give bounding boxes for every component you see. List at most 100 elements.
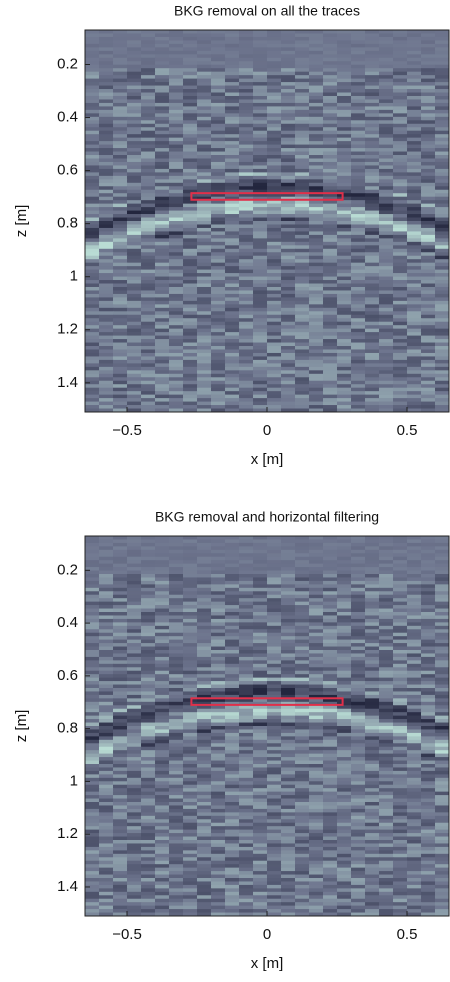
texture-cell xyxy=(239,169,254,173)
texture-cell xyxy=(239,183,254,187)
texture-cell xyxy=(337,204,352,208)
texture-cell xyxy=(309,571,324,575)
texture-cell xyxy=(155,695,170,699)
texture-cell xyxy=(435,577,450,581)
texture-cell xyxy=(435,788,450,792)
texture-cell xyxy=(85,301,100,305)
texture-cell xyxy=(183,162,198,166)
texture-cell xyxy=(309,733,324,737)
texture-cell xyxy=(435,702,450,706)
texture-cell xyxy=(407,622,422,626)
texture-cell xyxy=(225,688,240,692)
texture-cell xyxy=(253,360,268,364)
texture-cell xyxy=(225,747,240,751)
texture-cell xyxy=(407,311,422,315)
texture-cell xyxy=(197,207,212,211)
texture-cell xyxy=(407,539,422,543)
texture-cell xyxy=(127,145,142,149)
texture-cell xyxy=(435,110,450,114)
texture-cell xyxy=(225,640,240,644)
texture-cell xyxy=(379,764,394,768)
texture-cell xyxy=(421,224,436,228)
texture-cell xyxy=(267,395,282,399)
texture-cell xyxy=(127,127,142,131)
texture-cell xyxy=(141,726,156,730)
texture-cell xyxy=(169,574,184,578)
texture-cell xyxy=(295,799,310,803)
texture-cell xyxy=(351,398,366,402)
texture-cell xyxy=(169,647,184,651)
texture-cell xyxy=(435,287,450,291)
texture-cell xyxy=(183,543,198,547)
texture-cell xyxy=(351,605,366,609)
texture-cell xyxy=(141,615,156,619)
texture-cell xyxy=(127,557,142,561)
texture-cell xyxy=(295,311,310,315)
texture-cell xyxy=(323,667,338,671)
texture-cell xyxy=(267,152,282,156)
texture-cell xyxy=(225,155,240,159)
texture-cell xyxy=(127,155,142,159)
texture-cell xyxy=(337,619,352,623)
texture-cell xyxy=(197,176,212,180)
texture-cell xyxy=(337,211,352,215)
texture-cell xyxy=(239,259,254,263)
texture-cell xyxy=(253,674,268,678)
texture-cell xyxy=(365,609,380,613)
texture-cell xyxy=(155,557,170,561)
texture-cell xyxy=(225,183,240,187)
texture-cell xyxy=(365,162,380,166)
texture-cell xyxy=(309,774,324,778)
texture-cell xyxy=(421,564,436,568)
texture-cell xyxy=(323,581,338,585)
texture-cell xyxy=(435,353,450,357)
texture-cell xyxy=(323,757,338,761)
texture-cell xyxy=(281,740,296,744)
texture-cell xyxy=(211,595,226,599)
texture-cell xyxy=(169,162,184,166)
texture-cell xyxy=(127,609,142,613)
texture-cell xyxy=(183,242,198,246)
texture-cell xyxy=(211,356,226,360)
texture-cell xyxy=(407,550,422,554)
texture-cell xyxy=(421,127,436,131)
texture-cell xyxy=(239,671,254,675)
texture-cell xyxy=(211,304,226,308)
texture-cell xyxy=(169,398,184,402)
texture-cell xyxy=(197,113,212,117)
texture-cell xyxy=(239,33,254,37)
texture-cell xyxy=(309,30,324,34)
texture-cell xyxy=(421,626,436,630)
texture-cell xyxy=(183,311,198,315)
texture-cell xyxy=(85,280,100,284)
texture-cell xyxy=(113,204,128,208)
texture-cell xyxy=(421,148,436,152)
texture-cell xyxy=(295,68,310,72)
texture-cell xyxy=(127,58,142,62)
texture-cell xyxy=(211,716,226,720)
texture-cell xyxy=(141,113,156,117)
texture-cell xyxy=(253,788,268,792)
texture-cell xyxy=(281,640,296,644)
texture-cell xyxy=(309,653,324,657)
texture-cell xyxy=(323,79,338,83)
texture-cell xyxy=(211,349,226,353)
texture-cell xyxy=(281,346,296,350)
texture-cell xyxy=(113,698,128,702)
texture-cell xyxy=(183,812,198,816)
texture-cell xyxy=(351,747,366,751)
texture-cell xyxy=(127,567,142,571)
texture-cell xyxy=(141,30,156,34)
texture-cell xyxy=(141,65,156,69)
texture-cell xyxy=(155,110,170,114)
texture-cell xyxy=(365,318,380,322)
texture-cell xyxy=(393,169,408,173)
texture-cell xyxy=(99,33,114,37)
texture-cell xyxy=(253,629,268,633)
texture-cell xyxy=(267,162,282,166)
texture-cell xyxy=(211,297,226,301)
texture-cell xyxy=(225,647,240,651)
texture-cell xyxy=(365,736,380,740)
texture-cell xyxy=(337,622,352,626)
texture-cell xyxy=(435,117,450,121)
